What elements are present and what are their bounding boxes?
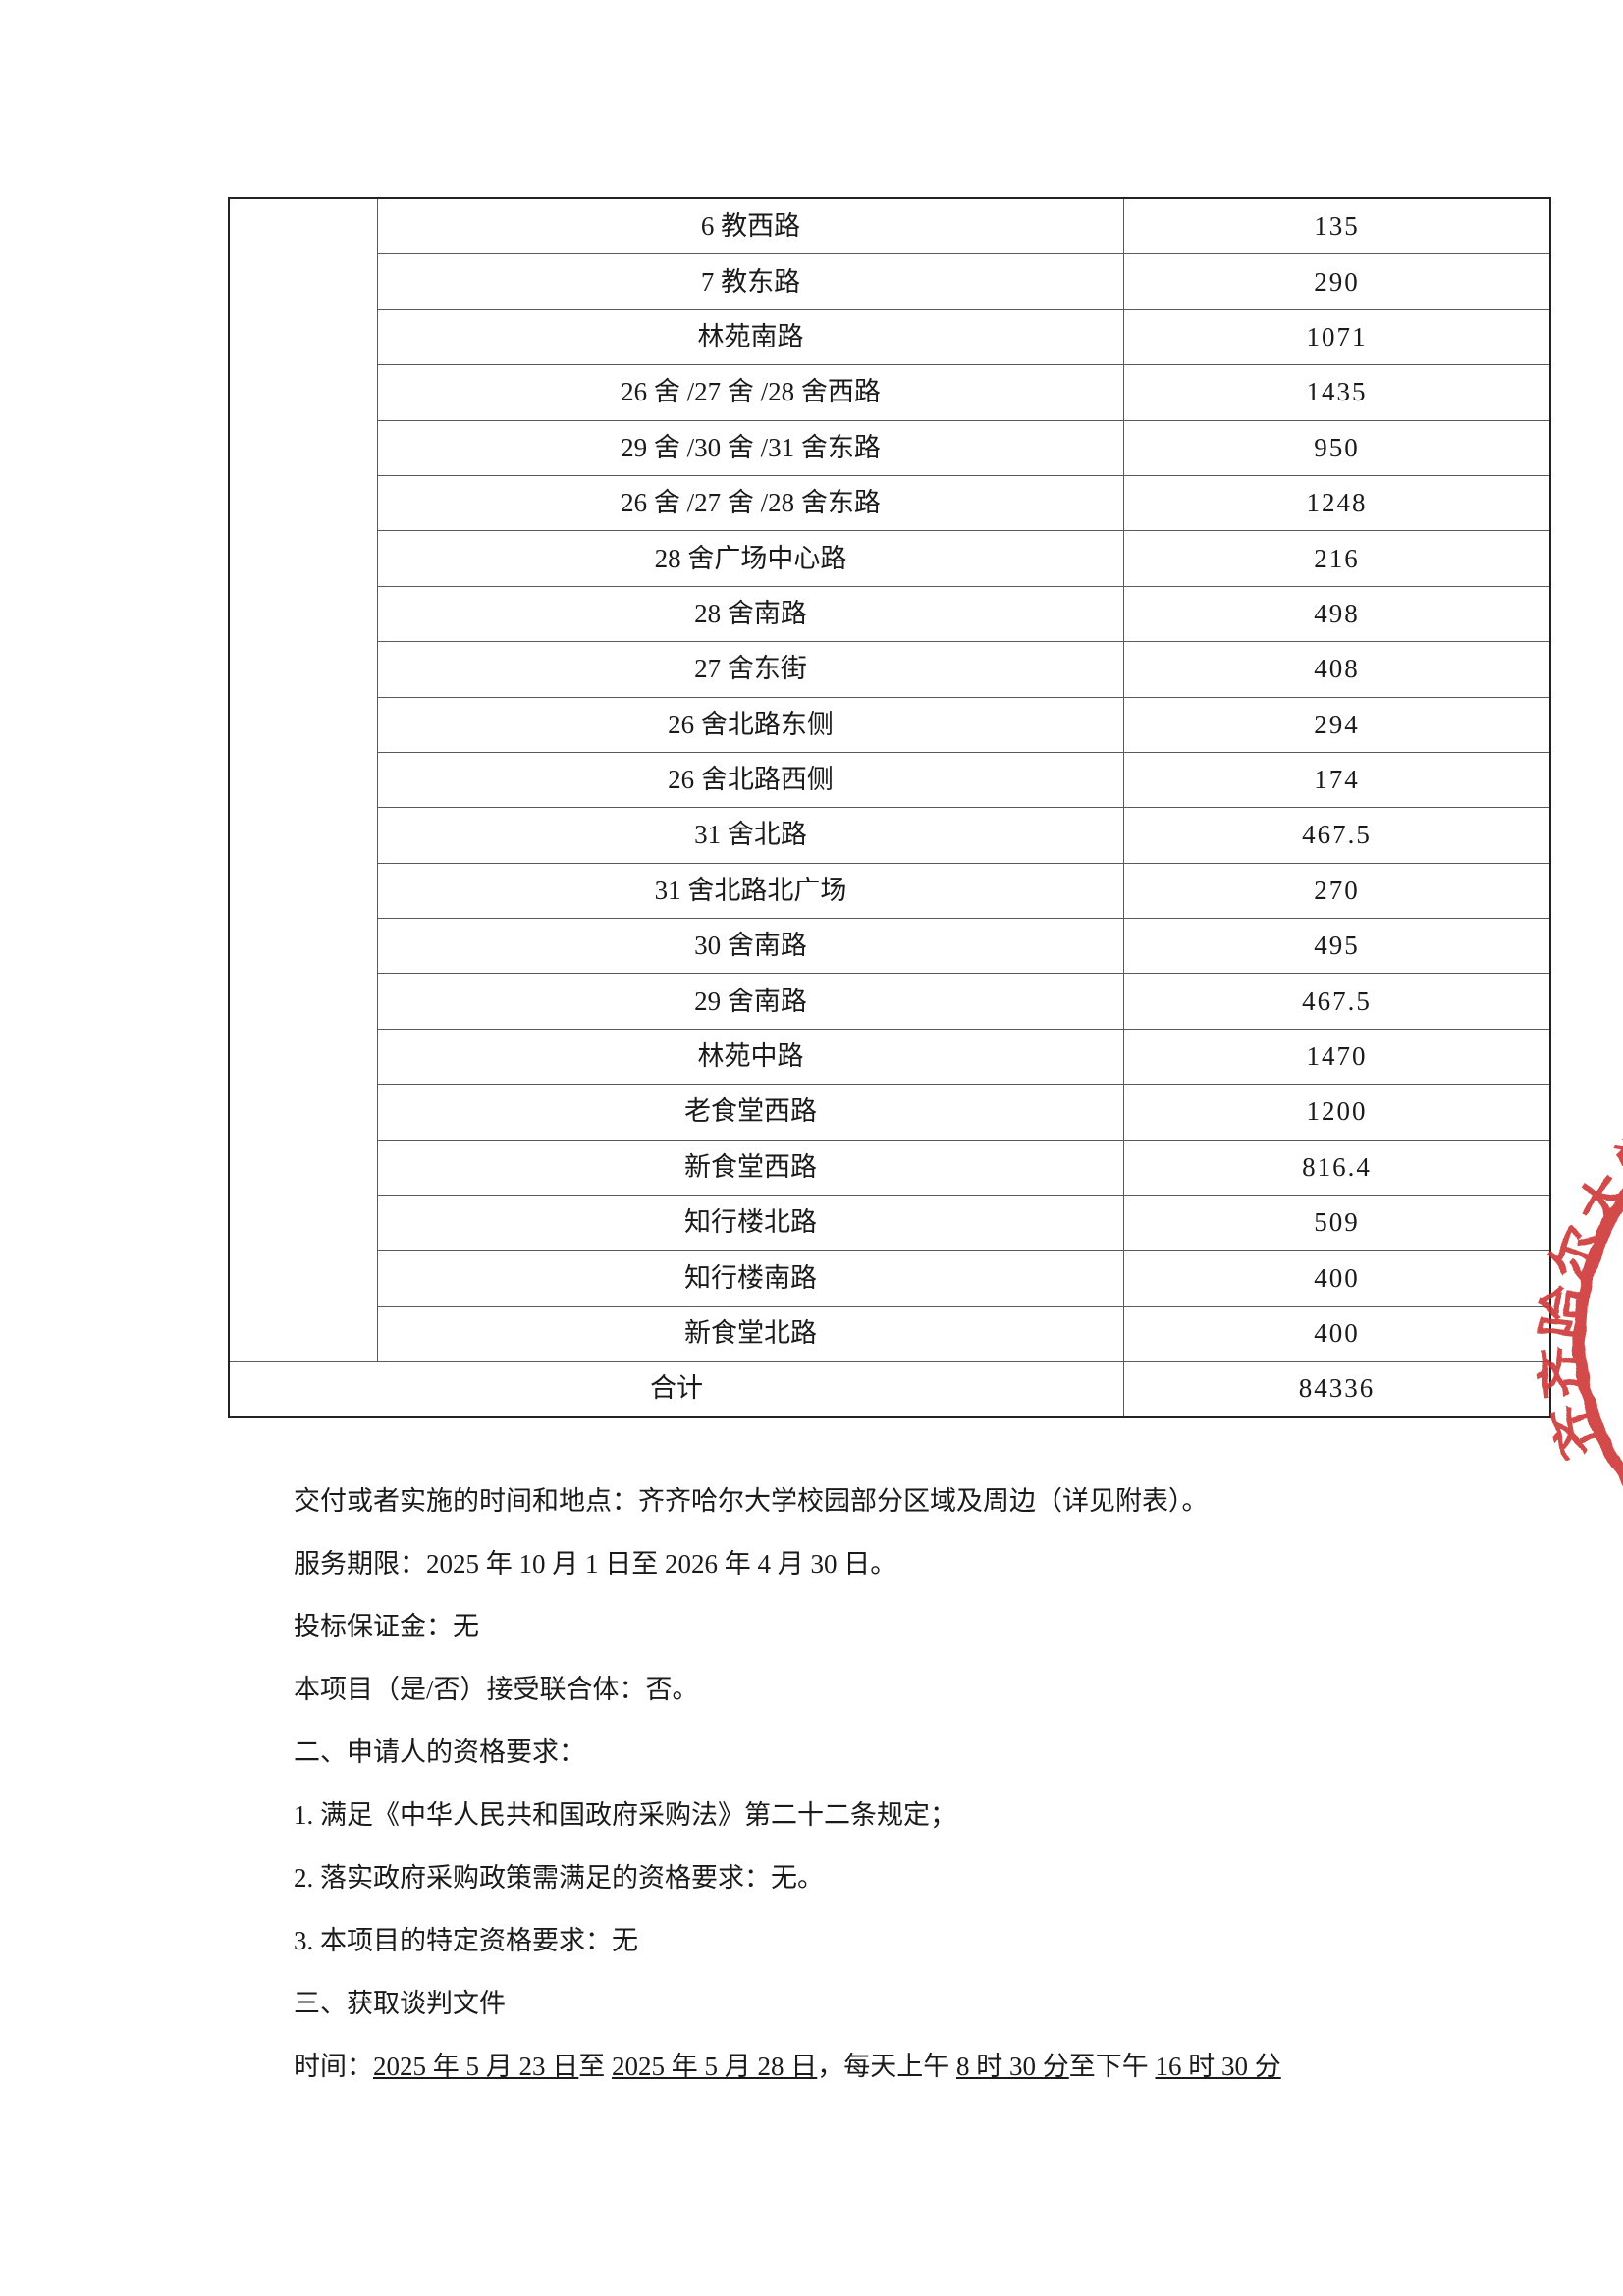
svg-text:齐齐哈尔大学后勤服务有限公司: 齐齐哈尔大学后勤服务有限公司 (1532, 1058, 1623, 1465)
